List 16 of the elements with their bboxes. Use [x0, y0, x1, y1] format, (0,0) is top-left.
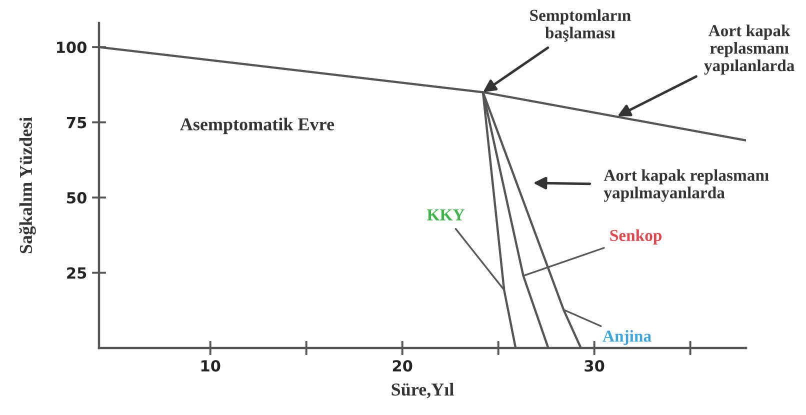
annotation: Aort kapak replasmanı yapılmayanlarda [604, 169, 769, 202]
x-tick-label: 30 [584, 360, 604, 372]
y-axis-title: Sağkalım Yüzdesi [19, 117, 36, 254]
y-tick-label: 75 [66, 116, 86, 128]
series-label: Anjina [602, 330, 652, 346]
x-tick-label: 10 [201, 360, 220, 372]
series-label: KKY [427, 209, 464, 220]
x-axis-title: Süre,Yıl [392, 382, 454, 398]
y-tick-label: 25 [67, 267, 86, 279]
y-tick-label: 50 [67, 192, 86, 204]
annotation: Aort kapak replasmanı yapılanlarda [704, 24, 794, 75]
y-tick-label: 100 [57, 42, 86, 54]
text: Senkop [610, 229, 662, 244]
annotation: Semptomların başlaması [530, 9, 631, 42]
annotation: Asemptomatik Evre [180, 118, 334, 134]
x-tick-label: 20 [392, 360, 412, 372]
